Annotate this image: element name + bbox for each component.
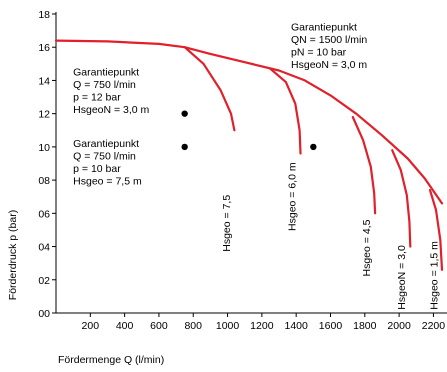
y-tick-label: 06 bbox=[38, 208, 50, 220]
annotation-line: HsgeoN = 3,0 m bbox=[291, 59, 367, 71]
annotation-line: QN = 1500 l/min bbox=[291, 34, 367, 46]
y-ticks: 00 02 04 06 08 10 12 14 16 18 bbox=[38, 9, 56, 320]
y-tick-label: 10 bbox=[38, 142, 50, 154]
x-tick-label: 1000 bbox=[216, 320, 240, 332]
annotation-line: Q = 750 l/min bbox=[73, 79, 136, 91]
x-tick-label: 2200 bbox=[422, 320, 446, 332]
axes bbox=[55, 12, 447, 314]
y-tick-label: 00 bbox=[38, 308, 50, 320]
x-tick-label: 1400 bbox=[284, 320, 308, 332]
annotation-line: pN = 10 bar bbox=[291, 47, 347, 59]
annotations: Garantiepunkt QN = 1500 l/min pN = 10 bar H… bbox=[73, 22, 367, 188]
y-tick-label: 08 bbox=[38, 175, 50, 187]
series-curve bbox=[269, 67, 302, 155]
annotation-line: Garantiepunkt bbox=[73, 66, 139, 78]
annotation-line: Garantiepunkt bbox=[73, 138, 139, 150]
x-tick-label: 1600 bbox=[319, 320, 343, 332]
guarantee-point bbox=[181, 143, 188, 151]
x-ticks: 200 400 600 800 1000 1200 1400 1600 1800 2000 2200 bbox=[82, 313, 446, 332]
series-label: Hsgeo = 1,5 m bbox=[429, 241, 441, 310]
x-tick-label: 600 bbox=[150, 320, 168, 332]
x-tick-label: 2000 bbox=[387, 320, 411, 332]
guarantee-point bbox=[310, 143, 317, 151]
annotation-line: Hsgeo = 7,5 m bbox=[73, 175, 142, 187]
series-label: Hsgeo = 4,5 bbox=[361, 219, 373, 276]
x-tick-label: 800 bbox=[184, 320, 202, 332]
series-curve bbox=[428, 189, 444, 271]
y-tick-label: 04 bbox=[38, 242, 50, 254]
y-tick-label: 12 bbox=[38, 109, 50, 121]
series-label: HsgeoN = 3,0 bbox=[396, 245, 408, 310]
y-tick-label: 02 bbox=[38, 275, 50, 287]
x-tick-label: 200 bbox=[82, 320, 100, 332]
annotation-line: p = 10 bar bbox=[73, 163, 121, 175]
y-tick-label: 18 bbox=[38, 9, 50, 21]
annotation-line: p = 12 bar bbox=[73, 91, 121, 103]
series-label: Hsgeo = 7,5 bbox=[221, 195, 233, 252]
annotation-line: Garantiepunkt bbox=[291, 22, 357, 34]
x-axis-label: Fördermenge Q (l/min) bbox=[58, 354, 164, 366]
main-curve bbox=[54, 39, 444, 205]
y-axis-label: Förderdruck p (bar) bbox=[7, 210, 19, 300]
series-curve bbox=[183, 46, 236, 132]
y-tick-label: 14 bbox=[38, 75, 50, 87]
annotation-line: Q = 750 l/min bbox=[73, 150, 136, 162]
guarantee-points bbox=[181, 110, 317, 151]
x-tick-label: 1200 bbox=[250, 320, 274, 332]
series-curve bbox=[391, 149, 412, 248]
annotation: Garantiepunkt Q = 750 l/min p = 10 bar Hsge… bbox=[73, 138, 142, 188]
series-curve bbox=[351, 115, 377, 215]
series-label: Hsgeo = 6,0 m bbox=[286, 162, 298, 231]
annotation: Garantiepunkt QN = 1500 l/min pN = 10 bar H… bbox=[291, 22, 367, 72]
annotation: Garantiepunkt Q = 750 l/min p = 12 bar Hsge… bbox=[73, 66, 149, 116]
x-tick-label: 1800 bbox=[353, 320, 377, 332]
curves: Hsgeo = 7,5 Hsgeo = 6,0 m Hsgeo = 4,5 Hsgeo… bbox=[54, 39, 444, 310]
annotation-line: HsgeoN = 3,0 m bbox=[73, 104, 149, 116]
y-tick-label: 16 bbox=[38, 42, 50, 54]
guarantee-point bbox=[181, 110, 188, 117]
x-tick-label: 400 bbox=[116, 320, 134, 332]
